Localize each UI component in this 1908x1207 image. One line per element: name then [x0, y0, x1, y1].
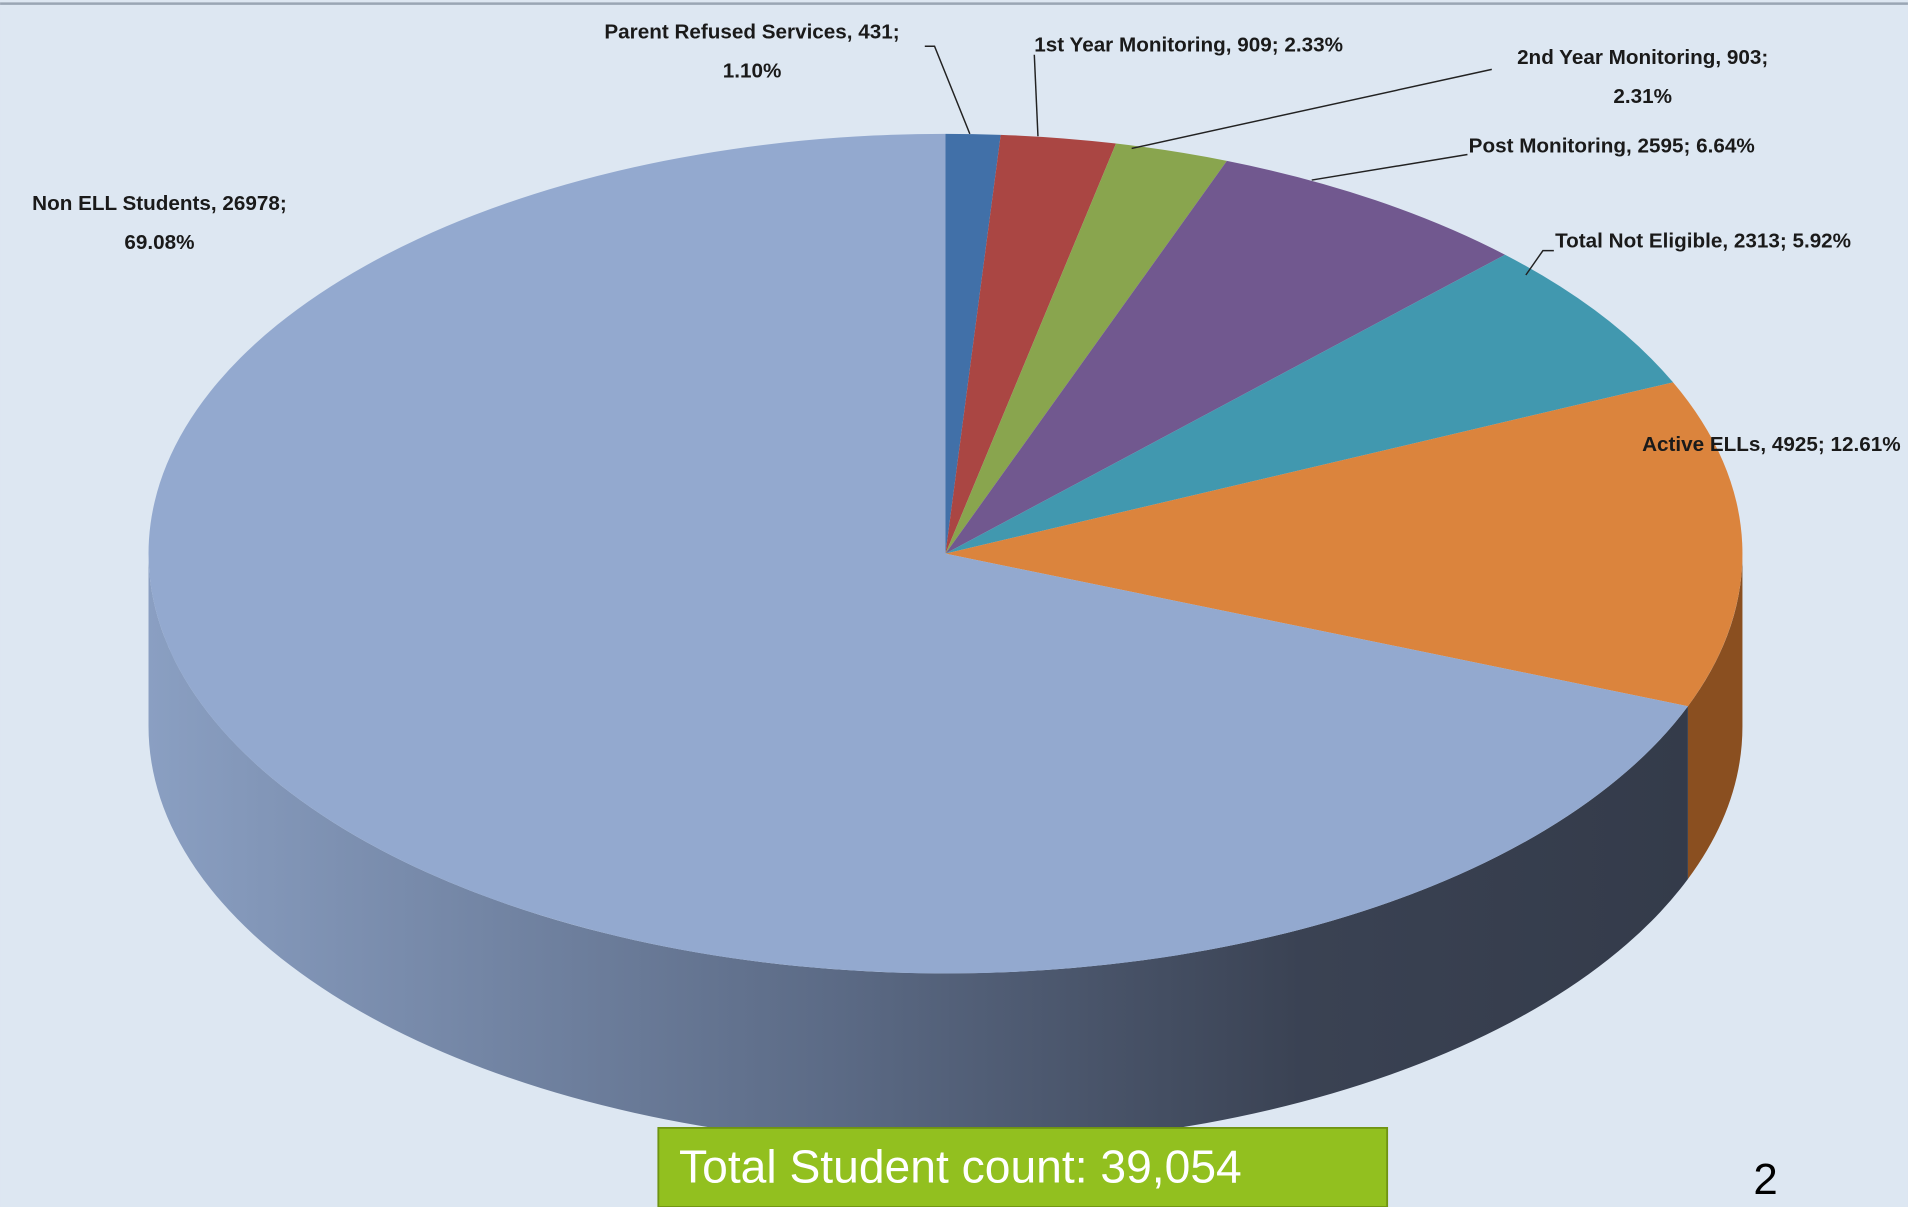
data-label: 69.08%	[124, 231, 194, 254]
data-label: 2.31%	[1613, 85, 1672, 108]
pie-slice	[945, 143, 1227, 554]
pie-slice	[945, 160, 1506, 554]
leader-line	[1311, 153, 1468, 181]
pie-side	[1687, 553, 1743, 879]
pie-sides	[148, 553, 1743, 1147]
total-box	[657, 1126, 1389, 1207]
pie-slice	[945, 254, 1674, 554]
pie-slice	[148, 133, 1688, 974]
page-number: 2	[1753, 1155, 1777, 1204]
data-labels: Parent Refused Services, 431; 1.10% 1st Ye…	[32, 20, 1900, 455]
data-label: Non ELL Students, 26978;	[32, 192, 287, 215]
pie-side	[148, 553, 1688, 1147]
pie-slice	[945, 134, 1116, 554]
pie-tops	[148, 133, 1743, 974]
data-label: Total Not Eligible, 2313; 5.92%	[1555, 230, 1851, 253]
data-label: Active ELLs, 4925; 12.61%	[1642, 433, 1901, 456]
total-annotation: Total Student count: 39,054	[679, 1141, 1242, 1193]
data-label: Post Monitoring, 2595; 6.64%	[1469, 135, 1755, 158]
data-label: 1.10%	[723, 59, 782, 82]
leader-line	[924, 45, 971, 135]
data-label: 2nd Year Monitoring, 903;	[1517, 46, 1768, 69]
pie-slice	[945, 133, 1001, 554]
leader-line	[1525, 249, 1554, 276]
leader-line	[1033, 54, 1039, 137]
data-label: 1st Year Monitoring, 909; 2.33%	[1034, 34, 1343, 57]
pie-slice	[945, 382, 1743, 707]
data-label: Parent Refused Services, 431;	[604, 20, 899, 43]
leader-line	[1131, 68, 1492, 150]
